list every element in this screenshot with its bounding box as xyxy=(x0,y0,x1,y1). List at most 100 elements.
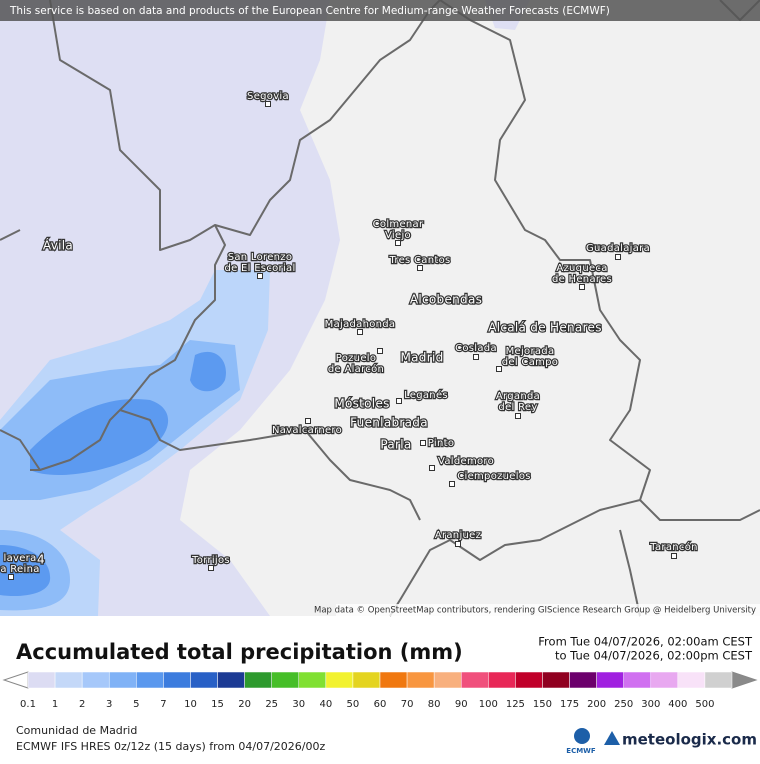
city-label: Torrijos xyxy=(191,555,230,566)
scale-swatch xyxy=(623,671,652,689)
city-marker xyxy=(429,465,435,471)
scale-swatch xyxy=(596,671,624,689)
city-marker xyxy=(377,348,383,354)
city-marker xyxy=(473,354,479,360)
city-label: Leganés xyxy=(404,389,448,401)
city-label: Valdemoro xyxy=(438,456,494,467)
header-bar xyxy=(0,0,760,21)
city-label: Coslada xyxy=(455,343,497,354)
city-label: Móstoles xyxy=(334,397,389,411)
city-label: de Henares xyxy=(552,274,612,285)
city-label: Viejo xyxy=(385,230,411,241)
scale-label: 20 xyxy=(238,699,251,710)
city-label: Tarancón xyxy=(649,541,698,553)
scale-label: 60 xyxy=(374,699,387,710)
scale-swatch xyxy=(54,671,83,689)
attribution-bg xyxy=(336,604,760,616)
city-label: Aranjuez xyxy=(435,530,481,541)
city-label: Arganda xyxy=(496,391,540,402)
border xyxy=(0,0,760,617)
city-marker xyxy=(455,541,461,547)
city-label: Tres Cantos xyxy=(388,255,450,266)
scale-swatch xyxy=(569,671,597,689)
city-label: San Lorenzo xyxy=(228,252,293,263)
scale-swatch xyxy=(677,671,706,689)
city-label: Azuqueca xyxy=(556,263,607,274)
city-label: Guadalajara xyxy=(586,243,650,254)
city-label: Ávila xyxy=(43,238,73,253)
scale-label: 50 xyxy=(347,699,360,710)
scale-swatch xyxy=(244,671,272,689)
scale-label: 400 xyxy=(668,699,687,710)
scale-label: 125 xyxy=(506,699,525,710)
city-label: Navalcarnero xyxy=(272,425,342,436)
border xyxy=(119,409,421,521)
city-label: Pinto xyxy=(428,438,454,449)
city-label: de Alarcón xyxy=(328,363,384,375)
scale-swatch xyxy=(298,671,327,689)
region: Comunidad de Madrid xyxy=(16,724,137,737)
scale-swatch xyxy=(704,671,733,689)
legend: Accumulated total precipitation (mm) Fro… xyxy=(2,635,758,710)
scale-label: 3 xyxy=(106,699,112,710)
scale-label: 500 xyxy=(695,699,714,710)
city-marker xyxy=(449,481,455,487)
period-to: to Tue 04/07/2026, 02:00pm CEST xyxy=(555,649,753,663)
city-marker xyxy=(496,366,502,372)
scale-swatch xyxy=(81,671,110,689)
city-marker xyxy=(208,565,214,571)
city-label: de El Escorial xyxy=(224,263,295,274)
scale-label: 15 xyxy=(211,699,224,710)
scale-swatch xyxy=(515,671,543,689)
scale-label: 175 xyxy=(560,699,579,710)
period-from: From Tue 04/07/2026, 02:00am CEST xyxy=(538,635,753,649)
scale-swatch xyxy=(163,671,191,689)
city-label: Ciempozuelos xyxy=(457,471,531,482)
scale-swatch xyxy=(108,671,137,689)
scale-arrow-left xyxy=(2,671,29,689)
city-label: lavera xyxy=(3,553,36,564)
city-label: del Campo xyxy=(502,357,558,368)
scale-swatch xyxy=(325,671,354,689)
scale-label: 40 xyxy=(319,699,332,710)
map: This service is based on data and produc… xyxy=(0,0,760,617)
scale-label: 10 xyxy=(184,699,197,710)
scale-label: 300 xyxy=(641,699,660,710)
scale-label: 90 xyxy=(455,699,468,710)
city-label: Fuenlabrada xyxy=(350,416,428,430)
model-info: ECMWF IFS HRES 0z/12z (15 days) from 04/… xyxy=(16,740,326,753)
city-marker xyxy=(265,101,271,107)
scale-swatch xyxy=(488,671,516,689)
city-label: Mejorada xyxy=(506,346,555,357)
city-marker xyxy=(305,418,311,424)
scale-label: 100 xyxy=(479,699,498,710)
city-marker xyxy=(579,284,585,290)
scale-label: 250 xyxy=(614,699,633,710)
scale-swatch xyxy=(650,671,679,689)
ecmwf-text: ECMWF xyxy=(566,747,596,755)
scale-swatch xyxy=(271,671,300,689)
city-marker xyxy=(257,273,263,279)
city-label: 4 xyxy=(37,553,45,567)
scale-label: 5 xyxy=(133,699,139,710)
scale-swatch xyxy=(406,671,435,689)
border xyxy=(389,0,651,617)
scale-swatch xyxy=(27,671,56,689)
city-label: Parla xyxy=(380,438,411,452)
city-marker xyxy=(420,440,426,446)
attribution: Map data © OpenStreetMap contributors, r… xyxy=(314,606,756,616)
city-label: Alcobendas xyxy=(410,293,482,307)
scale-label: 80 xyxy=(428,699,441,710)
city-marker xyxy=(357,329,363,335)
city-label: Segovia xyxy=(247,91,289,102)
legend-title: Accumulated total precipitation (mm) xyxy=(16,640,463,664)
scale-label: 2 xyxy=(79,699,85,710)
meteologix-logo xyxy=(604,731,620,745)
scale-swatch xyxy=(433,671,462,689)
scale-swatch xyxy=(352,671,381,689)
scale-swatch xyxy=(217,671,245,689)
scale-label: 25 xyxy=(265,699,278,710)
meteologix-text: meteologix.com xyxy=(622,731,757,749)
scale-swatch xyxy=(460,671,489,689)
